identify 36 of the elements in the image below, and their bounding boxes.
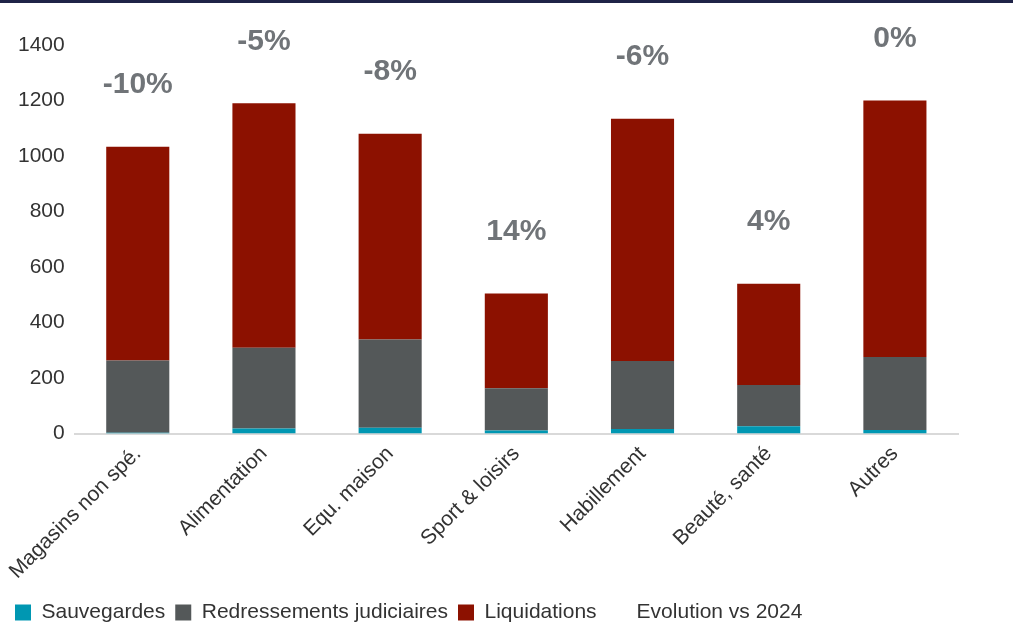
- y-tick-label: 1400: [17, 31, 65, 55]
- bar: [484, 293, 548, 389]
- y-tick-label: 1200: [17, 87, 65, 111]
- y-tick-label: 800: [29, 198, 65, 222]
- bar: [737, 283, 801, 385]
- bar: [737, 384, 801, 427]
- bar: [358, 133, 422, 340]
- annotation: -5%: [237, 22, 291, 56]
- bar: [232, 103, 296, 348]
- bar: [358, 339, 422, 428]
- annotation: 14%: [486, 212, 547, 246]
- text: Evolution vs 2024: [636, 599, 803, 623]
- bar: [863, 356, 927, 430]
- annotation: -10%: [102, 66, 173, 100]
- y-tick-label: 200: [29, 364, 65, 388]
- y-tick-label: 1000: [17, 142, 65, 166]
- bar: [484, 430, 548, 434]
- bar: [610, 118, 675, 362]
- bar: [863, 100, 927, 357]
- annotation: -6%: [615, 38, 670, 72]
- bar: [610, 429, 675, 434]
- bar: [106, 360, 170, 433]
- legend-label: Liquidations: [484, 599, 597, 623]
- bar: [232, 347, 296, 429]
- y-tick-label: 600: [29, 253, 65, 277]
- bar: [610, 361, 675, 430]
- y-tick-label: 400: [29, 309, 65, 333]
- annotation: -8%: [363, 53, 417, 87]
- bar: [106, 146, 170, 361]
- annotation: 0%: [873, 19, 917, 53]
- y-tick-label: 0: [52, 420, 65, 444]
- legend-label: Redressements judiciaires: [201, 599, 449, 623]
- bar: [737, 426, 801, 434]
- bar: [484, 388, 548, 431]
- annotation: 4%: [747, 202, 791, 236]
- legend-label: Sauvegardes: [41, 599, 166, 623]
